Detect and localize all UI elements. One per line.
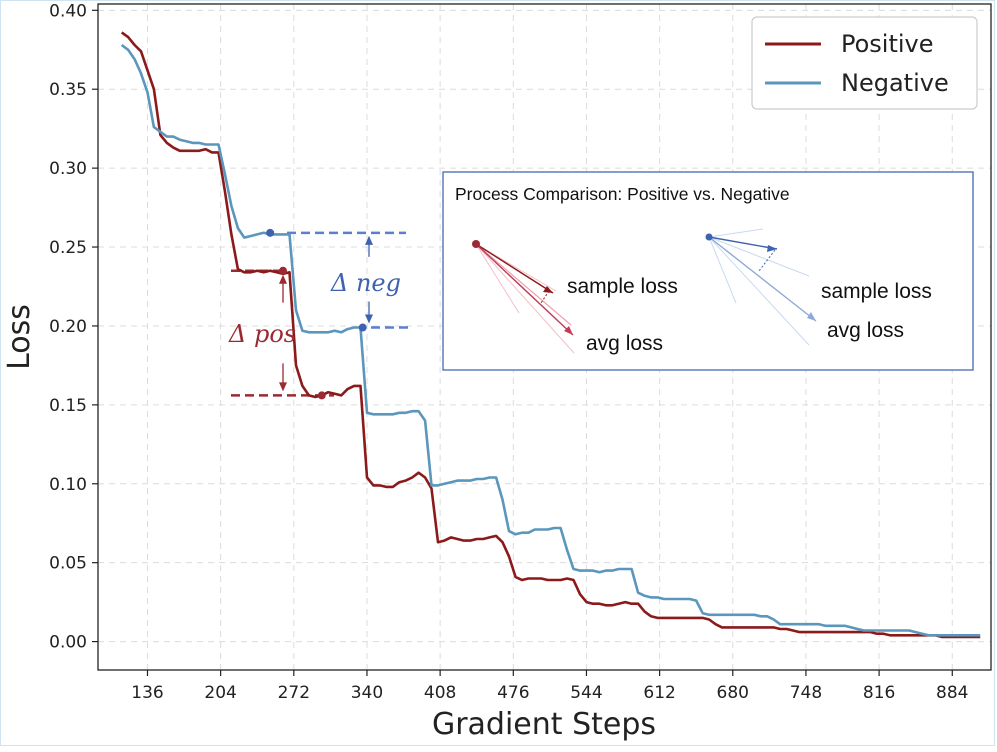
y-axis: 0.00 0.05 0.10 0.15 0.20 0.25 0.30 0.35 0.40 [49, 1, 98, 653]
x-tick-label: 204 [204, 683, 236, 703]
negative-marker [266, 228, 275, 237]
delta-neg-arrowhead-down [365, 314, 373, 324]
pos-sample-arrowhead [543, 286, 553, 293]
pos-sample-loss-label: sample loss [567, 275, 678, 298]
inset-box [442, 171, 974, 371]
pos-faint-arrow-1 [475, 243, 520, 314]
y-tick-label: 0.10 [49, 475, 87, 495]
neg-avg-loss-label: avg loss [827, 319, 904, 342]
x-axis-label: Gradient Steps [432, 707, 656, 742]
pos-avg-arrow [475, 243, 574, 336]
inset-process-comparison: Process Comparison: Positive vs. Negativ… [442, 171, 974, 371]
neg-faint-arrow-3 [708, 236, 810, 277]
pos-avg-arrowhead [564, 326, 573, 335]
x-tick-label: 272 [278, 683, 310, 703]
y-tick-label: 0.30 [49, 159, 87, 179]
legend-label-negative: Negative [841, 69, 949, 97]
x-tick-label: 476 [497, 683, 529, 703]
neg-avg-arrowhead [807, 312, 816, 321]
inset-title: Process Comparison: Positive vs. Negativ… [455, 184, 790, 204]
legend-box [751, 16, 978, 110]
delta-pos-top-marker [279, 266, 287, 275]
y-axis-label: Loss [2, 304, 37, 370]
legend: Positive Negative [751, 16, 978, 110]
pos-sample-arrow [475, 243, 554, 294]
series-markers [266, 228, 367, 400]
negative-arrow-cluster [705, 228, 817, 346]
y-tick-label: 0.05 [49, 554, 87, 574]
x-tick-label: 544 [570, 683, 602, 703]
neg-dotted-connector [758, 249, 776, 272]
pos-dotted-connector [540, 290, 550, 304]
neg-sample-arrowhead [767, 245, 777, 252]
y-tick-label: 0.35 [49, 80, 87, 100]
neg-faint-arrow-4 [708, 236, 810, 346]
series-line-positive [120, 31, 981, 639]
x-tick-label: 748 [790, 683, 822, 703]
plot-border [97, 3, 992, 671]
neg-avg-arrow [708, 236, 817, 322]
pos-faint-arrow-3 [475, 243, 572, 326]
legend-label-positive: Positive [841, 30, 934, 58]
pos-faint-arrow-4 [475, 243, 575, 354]
neg-faint-arrow-1 [708, 228, 764, 238]
x-tick-label: 612 [643, 683, 675, 703]
series-line-negative [120, 43, 981, 637]
y-tick-label: 0.15 [49, 396, 87, 416]
delta-pos-label: Δ pos [228, 320, 296, 348]
positive-arrow-cluster [472, 240, 575, 354]
pos-avg-loss-label: avg loss [586, 332, 663, 355]
x-tick-label: 680 [717, 683, 749, 703]
x-tick-label: 136 [131, 683, 163, 703]
delta-neg-label: Δ neg [330, 269, 401, 297]
y-tick-label: 0.00 [49, 633, 87, 653]
x-tick-label: 408 [424, 683, 456, 703]
y-tick-label: 0.25 [49, 238, 87, 258]
neg-faint-arrow-2 [708, 236, 737, 304]
neg-sample-loss-label: sample loss [821, 280, 932, 303]
y-tick-label: 0.20 [49, 317, 87, 337]
x-tick-label: 816 [863, 683, 895, 703]
neg-origin-dot [705, 233, 713, 241]
x-tick-label: 340 [351, 683, 383, 703]
positive-marker [317, 391, 326, 400]
neg-sample-arrow [708, 236, 778, 250]
delta-pos-arrowhead-down [279, 382, 287, 392]
x-tick-label: 884 [936, 683, 968, 703]
negative-marker [358, 323, 367, 332]
pos-origin-dot [472, 240, 480, 248]
y-tick-label: 0.40 [49, 1, 87, 21]
x-axis: 136 204 272 340 408 476 544 612 680 748 816 884 [131, 670, 968, 703]
delta-neg-arrowhead-up [365, 235, 373, 245]
series-lines [120, 31, 981, 639]
delta-pos-arrowhead-up [279, 274, 287, 284]
